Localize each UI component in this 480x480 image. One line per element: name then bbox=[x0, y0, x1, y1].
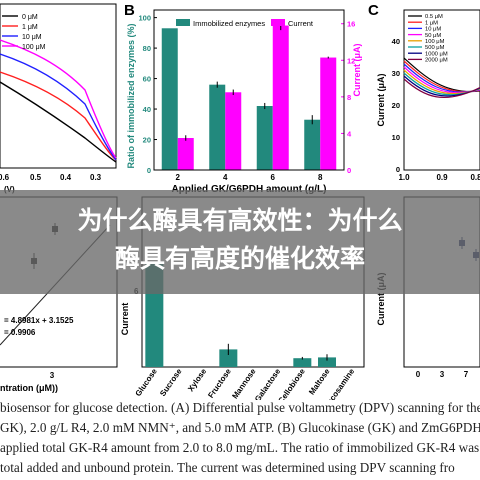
panel-c-letter: C bbox=[368, 2, 379, 19]
b-right-ylabel: Current (μA) bbox=[352, 43, 362, 96]
c-legend-1: 1 μM bbox=[425, 20, 438, 26]
legend-a-1: 1 μM bbox=[22, 24, 38, 31]
b-left-ylabel: Ratio of immobilized enzymes (%) bbox=[126, 23, 136, 168]
b2-xtick-Fructose: Fructose bbox=[206, 367, 233, 400]
curve-100uM bbox=[0, 39, 117, 159]
caption-line-4: total added and unbound protein. The cur… bbox=[0, 460, 455, 475]
caption-line-1: biosensor for glucose detection. (A) Dif… bbox=[0, 400, 480, 415]
panel-a-dpv-chart: 0 μM 1 μM 10 μM 100 μM 0.6 0.5 0.4 0.3 (… bbox=[0, 3, 117, 194]
b-bar-current-4 bbox=[225, 92, 242, 170]
b-left-tick-4: 80 bbox=[143, 44, 151, 53]
b-xtick-8: 8 bbox=[318, 173, 323, 182]
legend-a-2: 10 μM bbox=[22, 34, 42, 41]
tick-a-0: 0.6 bbox=[0, 173, 10, 182]
b-xtick-4: 4 bbox=[223, 173, 228, 182]
b-left-tick-0: 0 bbox=[147, 166, 151, 175]
curve-1uM bbox=[0, 71, 117, 161]
c2-xtick-2: 7 bbox=[464, 370, 469, 379]
panel-b-legend: Immobilized enzymes Current bbox=[176, 19, 314, 28]
b2-bar-Fructose bbox=[219, 349, 238, 367]
caption-line-2: GK), 2.0 g/L R4, 2.0 mM NMN⁺, and 5.0 mM… bbox=[0, 420, 480, 435]
c-legend-4: 100 μM bbox=[425, 39, 445, 45]
c-y-ticks: 0 10 20 30 40 bbox=[392, 37, 400, 174]
b2-bar-Maltose bbox=[318, 357, 336, 367]
overlay-title-line1: 为什么酶具有高效性：为什么 bbox=[77, 206, 403, 235]
c-xtick-1: 0.9 bbox=[436, 173, 448, 182]
b-right-tick-1: 4 bbox=[347, 129, 352, 138]
caption-line-3: applied total GK-R4 amount from 2.0 to 8… bbox=[0, 440, 480, 455]
c-ytick-1: 10 bbox=[392, 133, 400, 142]
panel-a-legend: 0 μM 1 μM 10 μM 100 μM bbox=[2, 14, 46, 51]
b-left-tick-1: 20 bbox=[143, 136, 151, 145]
panel-c-dpv-chart: Current (μA) 0 10 20 30 40 0.5 μM1 μM10 … bbox=[376, 9, 480, 182]
c-legend-0: 0.5 μM bbox=[425, 14, 443, 20]
calib-xtick: 3 bbox=[50, 371, 55, 380]
b2-xtick-Galactose: Galactose bbox=[253, 367, 283, 400]
c-ylabel: Current (μA) bbox=[376, 73, 386, 126]
b-right-tick-3: 12 bbox=[347, 56, 355, 65]
legend-a-0: 0 μM bbox=[22, 14, 38, 21]
tick-a-1: 0.5 bbox=[30, 173, 42, 182]
tick-a-3: 0.3 bbox=[90, 173, 102, 182]
b-xtick-2: 2 bbox=[176, 173, 181, 182]
b-bar-current-6 bbox=[272, 25, 289, 170]
b2-xtick-Sucrose: Sucrose bbox=[158, 367, 184, 398]
c-legend-5: 500 μM bbox=[425, 45, 445, 51]
c-ytick-3: 30 bbox=[392, 69, 400, 78]
c-legend-2: 10 μM bbox=[425, 27, 441, 33]
b-legend-right: Current bbox=[288, 19, 314, 28]
calib-equation: = 4.8981x + 3.1525 bbox=[4, 316, 74, 325]
panel-b-letter: B bbox=[124, 2, 135, 19]
b2-ylabel: Current bbox=[120, 303, 130, 336]
b-xlabel: Applied GK/G6PDH amount (g/L) bbox=[172, 184, 327, 195]
c2-ylabel: Current (μA) bbox=[376, 272, 386, 325]
curve-10uM bbox=[0, 53, 117, 161]
c-curve-7 bbox=[403, 78, 480, 99]
overlay-title-line2: 酶具有高度的催化效率 bbox=[114, 244, 365, 273]
calib-xlabel: ntration (μM)) bbox=[0, 383, 58, 393]
c-ytick-0: 0 bbox=[396, 165, 400, 174]
c-ytick-4: 40 bbox=[392, 37, 400, 46]
c-ytick-2: 20 bbox=[392, 101, 400, 110]
c-legend-3: 50 μM bbox=[425, 33, 441, 39]
panel-b-chart: Ratio of immobilized enzymes (%) Current… bbox=[126, 9, 362, 195]
c2-xtick-1: 3 bbox=[440, 370, 445, 379]
b-right-tick-0: 0 bbox=[347, 166, 351, 175]
calib-r2: = 0.9906 bbox=[4, 328, 36, 337]
b-bar-current-8 bbox=[320, 57, 337, 170]
c-legend-7: 2000 μM bbox=[425, 58, 448, 64]
b-left-tick-2: 40 bbox=[143, 105, 151, 114]
b-bar-enzyme-4 bbox=[209, 84, 226, 170]
b2-xtick-Glucose: Glucose bbox=[133, 367, 159, 398]
b-right-tick-4: 16 bbox=[347, 20, 355, 29]
b-left-tick-3: 60 bbox=[143, 75, 151, 84]
b-right-tick-2: 8 bbox=[347, 93, 351, 102]
axis-a-unit: (V) bbox=[4, 185, 15, 194]
title-overlay: 为什么酶具有高效性：为什么 酶具有高度的催化效率 bbox=[0, 190, 480, 294]
b2-xtick-Maltose: Maltose bbox=[307, 367, 332, 397]
legend-a-3: 100 μM bbox=[22, 44, 46, 51]
b2-xtick-Xylose: Xylose bbox=[186, 367, 208, 394]
c2-xtick-0: 0 bbox=[416, 370, 421, 379]
c-xtick-0: 1.0 bbox=[398, 173, 410, 182]
b2-xtick-Mannose: Mannose bbox=[230, 367, 258, 400]
b-bar-current-2 bbox=[177, 138, 194, 170]
b-bar-enzyme-6 bbox=[256, 106, 273, 170]
c-legend-6: 1000 μM bbox=[425, 51, 448, 57]
curve-0uM bbox=[0, 81, 117, 163]
b-xtick-6: 6 bbox=[271, 173, 276, 182]
b-left-tick-5: 100 bbox=[138, 14, 151, 23]
b2-bar-Cellobiose bbox=[293, 358, 312, 367]
c-xtick-2: 0.8 bbox=[470, 173, 480, 182]
b-legend-left: Immobilized enzymes bbox=[193, 19, 265, 28]
tick-a-2: 0.4 bbox=[60, 173, 72, 182]
b-bar-enzyme-8 bbox=[304, 119, 321, 170]
b-bar-enzyme-2 bbox=[161, 28, 178, 170]
